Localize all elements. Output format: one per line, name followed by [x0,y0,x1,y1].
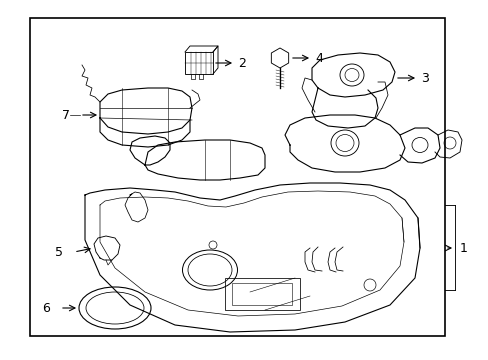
Bar [231,283,291,305]
Text: 1: 1 [459,242,467,255]
Bar [30,18,444,336]
Text: 6: 6 [42,302,50,315]
Text: 3: 3 [420,72,428,85]
Text: 5: 5 [55,246,63,258]
Text: 2: 2 [238,57,245,69]
Text: 7: 7 [62,108,70,122]
Text: 4: 4 [314,51,322,64]
Bar [224,278,299,310]
Bar [184,52,213,74]
